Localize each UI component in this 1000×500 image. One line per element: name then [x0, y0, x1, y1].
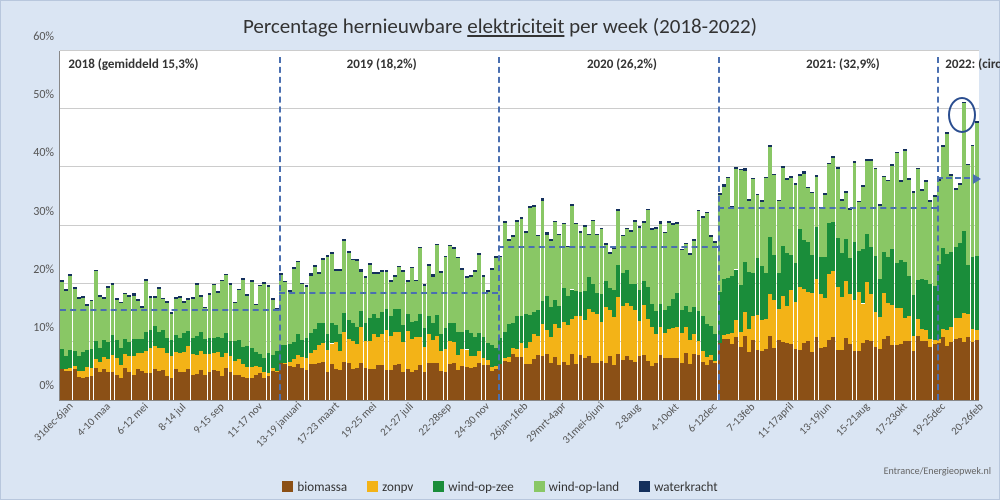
avg-line — [498, 246, 717, 248]
bar-segment-zee — [975, 256, 979, 329]
x-axis-label: 20-26feb — [945, 397, 985, 437]
year-label: 2018 (gemiddeld 15,3%) — [68, 57, 198, 72]
plot-area: 0%10%20%30%40%50%60%31dec-6jan4-10 maa6-… — [59, 51, 979, 401]
arrow-right-icon — [973, 174, 981, 184]
year-separator — [718, 57, 720, 400]
y-axis-label: 50% — [33, 88, 60, 102]
legend-label: zonpv — [382, 480, 413, 495]
legend-item-biomassa: biomassa — [282, 480, 347, 495]
chart-title: Percentage hernieuwbare elektriciteit pe… — [1, 1, 999, 43]
year-label: 2020 (26,2%) — [587, 57, 657, 72]
x-axis-label: 17-23okt — [869, 397, 909, 437]
x-axis-label: 13-19jun — [793, 397, 833, 437]
y-axis-label: 30% — [33, 205, 60, 219]
title-post: per week (2018-2022) — [564, 13, 757, 39]
title-pre: Percentage hernieuwbare — [243, 13, 467, 39]
legend-swatch — [367, 481, 378, 492]
year-separator — [937, 57, 939, 400]
legend: biomassa zonpv wind-op-zee wind-op-land wate… — [1, 480, 999, 495]
x-axis-label: 9-15 sep — [187, 397, 226, 436]
highlight-circle — [948, 97, 976, 133]
bar-segment-zon — [975, 330, 979, 341]
x-axis-label: 4-10 maa — [71, 397, 113, 439]
x-axis-label: 19-25 mei — [335, 397, 379, 441]
bar-segment-wat — [975, 121, 979, 123]
legend-item-waterkracht: waterkracht — [639, 480, 717, 495]
year-separator — [498, 57, 500, 400]
legend-label: waterkracht — [654, 480, 717, 495]
bar-week — [975, 51, 979, 400]
y-axis-label: 60% — [33, 30, 60, 44]
attribution: Entrance/Energieopwek.nl — [884, 464, 991, 477]
legend-swatch — [639, 481, 650, 492]
chart-container: Percentage hernieuwbare elektriciteit pe… — [0, 0, 1000, 500]
year-label: 2022: (circa 38%) — [945, 57, 1000, 72]
y-axis-label: 10% — [33, 321, 60, 335]
year-separator — [279, 57, 281, 400]
x-axis-label: 11-17april — [752, 397, 796, 441]
plot: 0%10%20%30%40%50%60%31dec-6jan4-10 maa6-… — [59, 51, 979, 401]
y-axis-label: 20% — [33, 263, 60, 277]
avg-line — [718, 207, 937, 209]
avg-line — [279, 292, 498, 294]
x-axis-label: 2-8aug — [610, 398, 644, 432]
x-axis-label: 15-21aug — [830, 397, 872, 439]
legend-swatch — [534, 481, 545, 492]
title-underline: elektriciteit — [467, 13, 564, 39]
x-axis-label: 6-12 mei — [111, 397, 151, 437]
legend-label: wind-op-zee — [448, 480, 513, 495]
legend-item-zonpv: zonpv — [367, 480, 413, 495]
bar-segment-land — [975, 123, 979, 256]
x-axis-label: 4-10okt — [645, 398, 681, 434]
x-axis-label: 6-12dec — [682, 397, 719, 434]
x-axis-label: 24-30 nov — [449, 397, 493, 441]
legend-label: wind-op-land — [549, 480, 619, 495]
x-axis-label: 19-25dec — [906, 397, 947, 438]
legend-item-wind_op_zee: wind-op-zee — [433, 480, 513, 495]
x-axis-label: 31dec-6jan — [28, 396, 75, 443]
x-axis-label: 8-14 jul — [152, 398, 188, 434]
x-axis-label: 21-27 juli — [375, 397, 416, 438]
y-axis-label: 0% — [39, 379, 60, 393]
legend-swatch — [433, 481, 444, 492]
x-axis-label: 22-28sep — [413, 397, 454, 438]
bar-segment-bio — [975, 340, 979, 400]
year-label: 2019 (18,2%) — [347, 57, 417, 72]
legend-swatch — [282, 481, 293, 492]
legend-item-wind_op_land: wind-op-land — [534, 480, 619, 495]
y-axis-label: 40% — [33, 146, 60, 160]
year-label: 2021: (32,9%) — [806, 57, 880, 72]
avg-line — [60, 309, 279, 311]
legend-label: biomassa — [297, 480, 347, 495]
